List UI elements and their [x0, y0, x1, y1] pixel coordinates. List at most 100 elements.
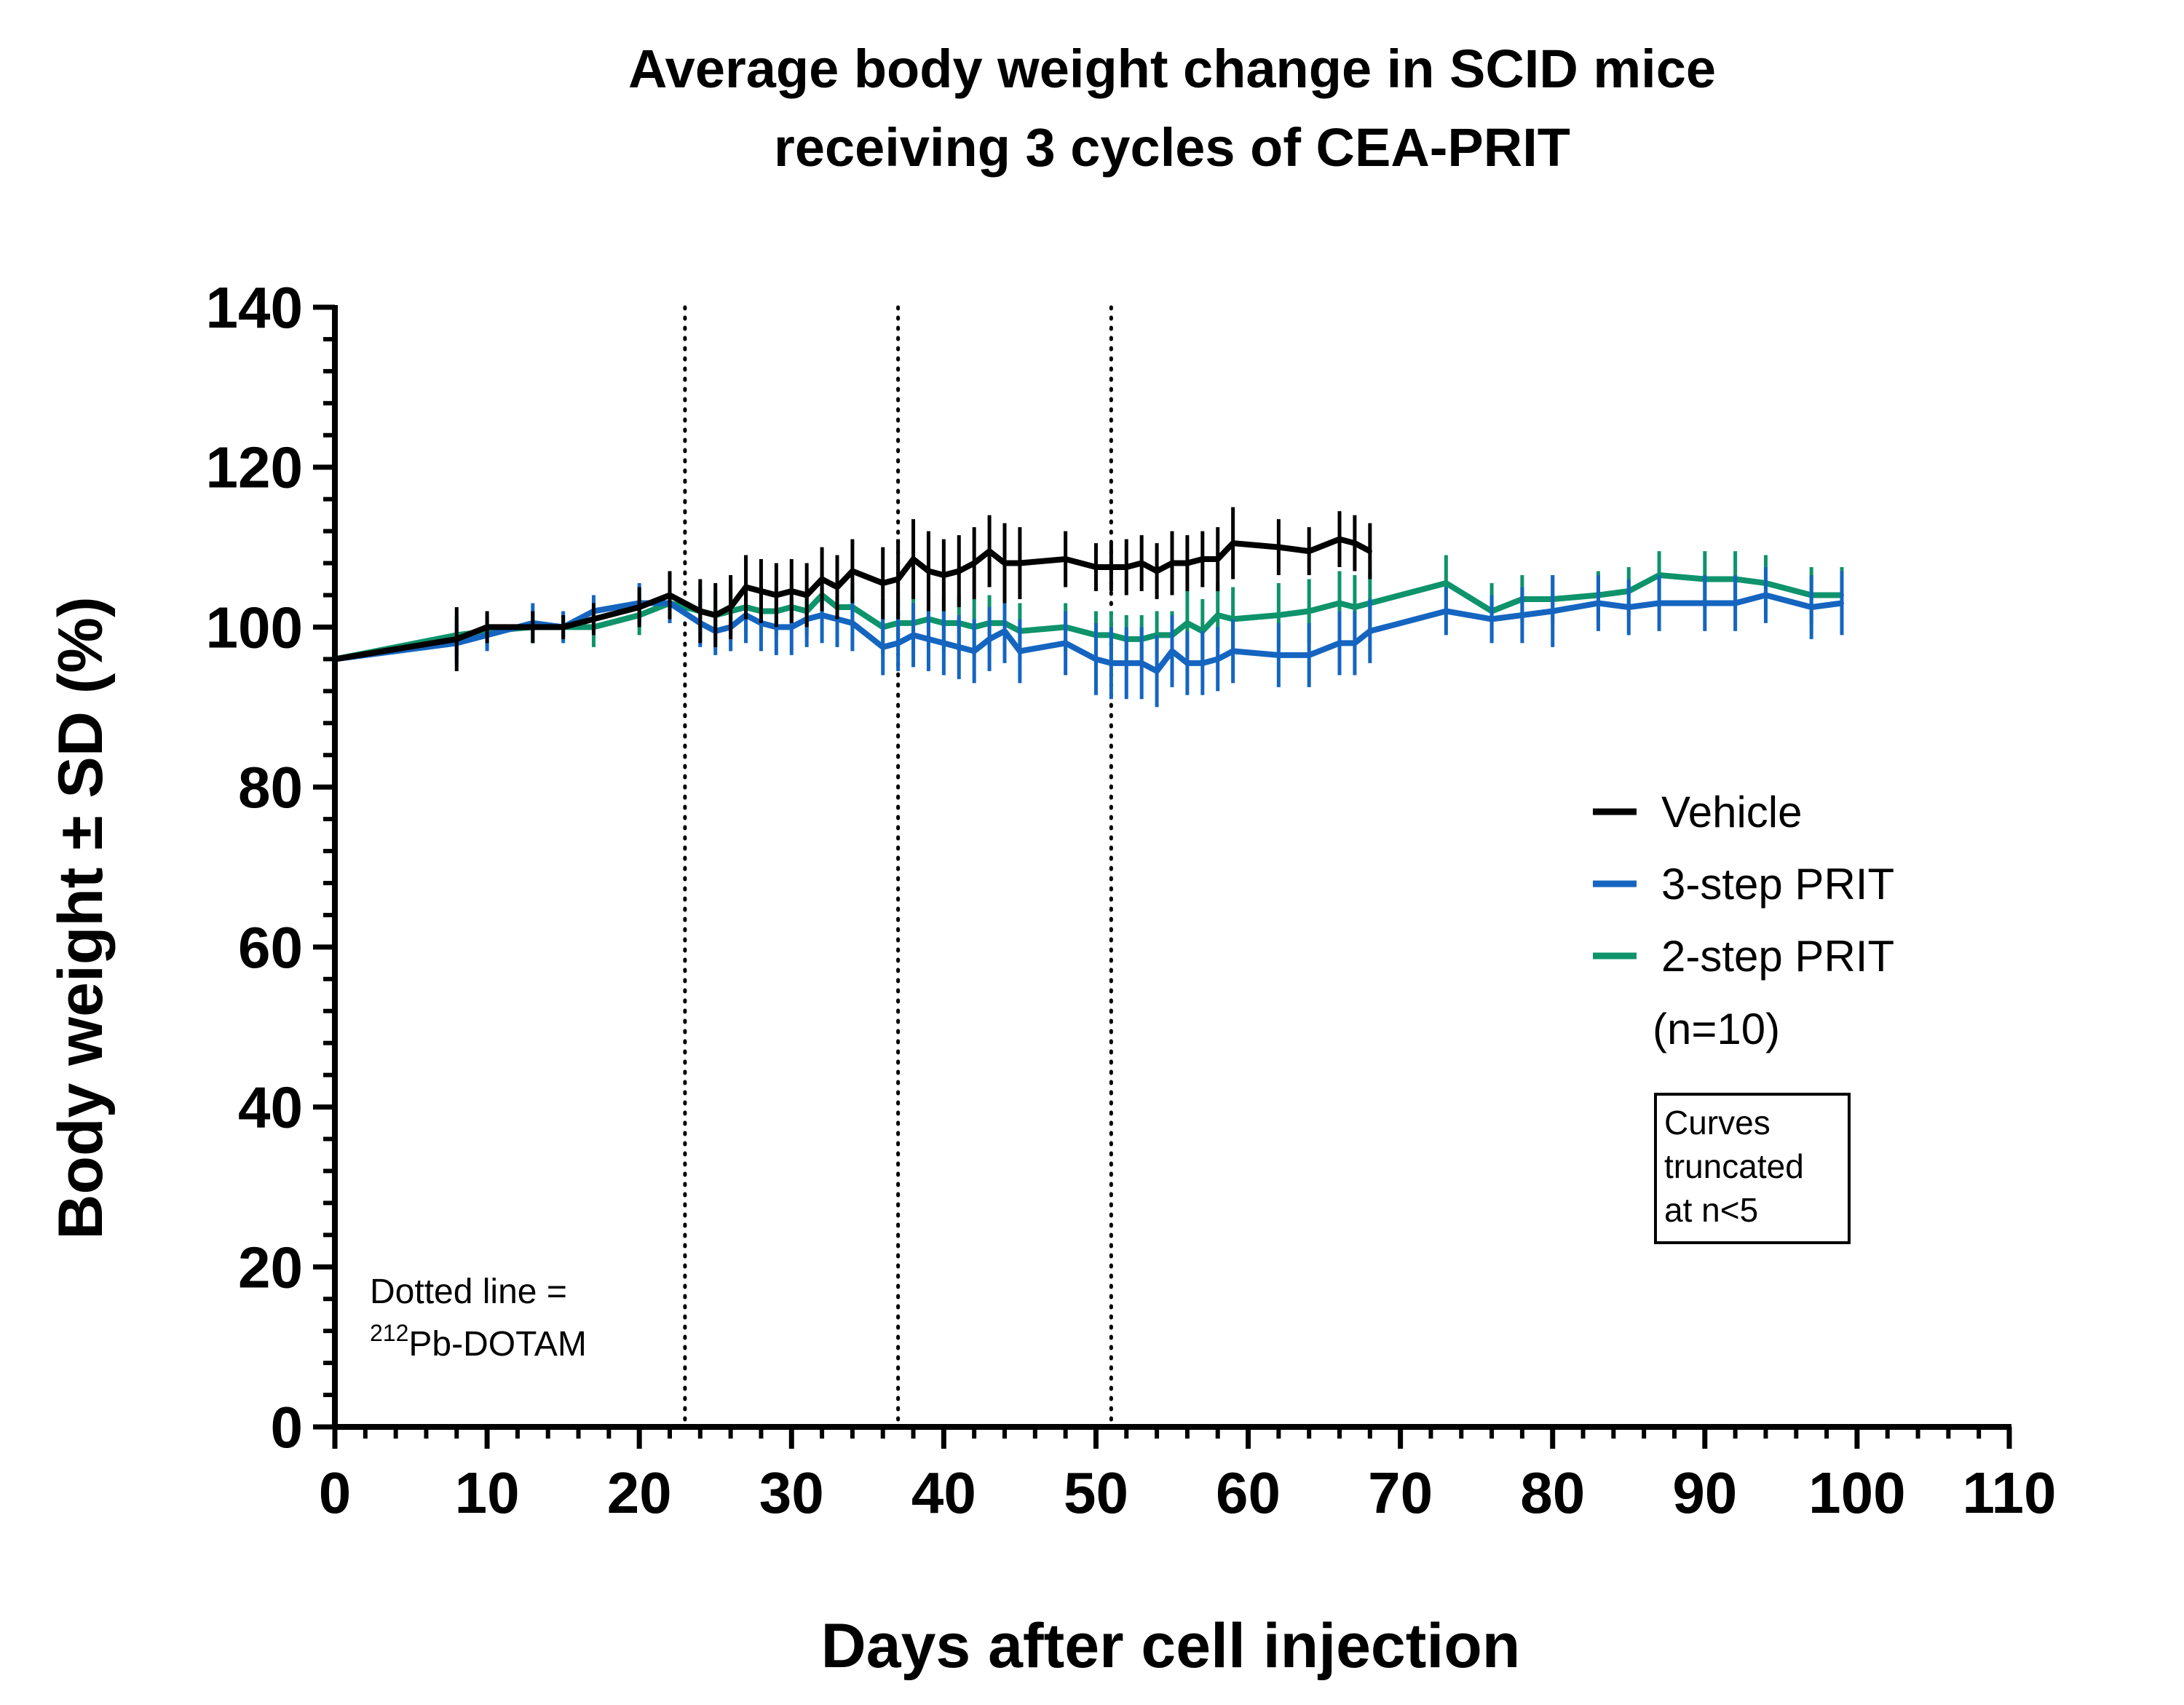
x-tick-label-0: 0 — [319, 1460, 352, 1525]
data-point — [895, 641, 901, 646]
x-tick-label-30: 30 — [759, 1460, 824, 1525]
legend-label-vehicle: Vehicle — [1661, 788, 1802, 836]
y-tick-label-0: 0 — [271, 1395, 304, 1460]
data-point — [1550, 609, 1555, 614]
data-point — [1702, 601, 1707, 606]
data-point — [1017, 561, 1022, 566]
data-point — [850, 620, 855, 625]
data-point — [591, 617, 596, 622]
legend-n-note: (n=10) — [1653, 1005, 1780, 1053]
x-tick-label-60: 60 — [1216, 1460, 1281, 1525]
y-tick-label-120: 120 — [206, 435, 303, 500]
data-point — [957, 644, 962, 649]
data-point — [1124, 660, 1129, 665]
y-axis-title: Body weight ± SD (%) — [46, 596, 116, 1239]
data-point — [774, 593, 779, 598]
data-point — [972, 561, 977, 566]
data-point — [1596, 601, 1601, 606]
data-point — [1489, 617, 1495, 622]
data-point — [561, 625, 566, 630]
data-point — [333, 657, 337, 662]
truncation-note-line-1: Curves — [1664, 1104, 1770, 1142]
y-tick-label-140: 140 — [206, 275, 303, 340]
axes — [332, 305, 2011, 1430]
data-point — [1139, 561, 1144, 566]
data-point — [957, 569, 962, 574]
x-tick-label-100: 100 — [1808, 1460, 1905, 1525]
data-point — [880, 581, 885, 586]
data-point — [850, 569, 855, 574]
y-tick-label-100: 100 — [206, 595, 303, 660]
data-point — [880, 644, 885, 649]
data-point — [1155, 668, 1160, 673]
data-point — [1230, 541, 1235, 546]
data-point — [1215, 657, 1220, 662]
data-point — [804, 593, 810, 598]
data-point — [1840, 601, 1844, 606]
y-tick-label-80: 80 — [238, 755, 303, 820]
data-point — [789, 588, 794, 593]
data-point — [1230, 649, 1235, 654]
data-point — [1276, 545, 1281, 550]
data-point — [1002, 561, 1007, 566]
data-point — [759, 588, 764, 593]
data-point — [1367, 628, 1372, 633]
data-point — [1307, 609, 1312, 614]
legend-label-2-step-prit: 2-step PRIT — [1661, 932, 1894, 981]
y-axis-ticks: 0 20 40 60 80 100 120 140 — [206, 275, 335, 1460]
data-point — [1352, 541, 1357, 546]
x-tick-label-90: 90 — [1672, 1460, 1737, 1525]
data-point — [1017, 649, 1022, 654]
x-tick-label-20: 20 — [607, 1460, 672, 1525]
legend: Vehicle 3-step PRIT 2-step PRIT (n=10) — [1593, 788, 1894, 1053]
data-point — [820, 612, 825, 617]
data-point — [1657, 601, 1662, 606]
truncation-note-box: Curves truncated at n<5 — [1654, 1093, 1851, 1244]
truncation-note-line-3: at n<5 — [1664, 1191, 1758, 1229]
data-point — [697, 609, 703, 614]
x-tick-label-40: 40 — [911, 1460, 976, 1525]
data-point — [1109, 660, 1114, 665]
data-point — [1139, 660, 1144, 665]
series-line-2-step-prit — [334, 572, 1842, 662]
data-point — [1002, 628, 1007, 633]
data-point — [728, 604, 733, 609]
dotted-note-line-1: Dotted line = — [370, 1273, 567, 1311]
data-point — [1170, 561, 1174, 566]
data-point — [1809, 604, 1814, 609]
data-point — [1763, 593, 1768, 598]
data-point — [1519, 612, 1524, 617]
x-tick-label-80: 80 — [1520, 1460, 1585, 1525]
x-axis-ticks: 0 10 20 30 40 50 60 70 80 90 100 110 — [319, 1427, 2057, 1525]
dotted-line-note: Dotted line = 212Pb-DOTAM — [370, 1273, 587, 1364]
data-point — [530, 625, 535, 630]
data-point — [1352, 604, 1357, 609]
x-tick-label-50: 50 — [1064, 1460, 1128, 1525]
data-point — [911, 557, 916, 562]
data-point — [637, 604, 642, 609]
data-point — [941, 641, 946, 646]
x-axis-title: Days after cell injection — [821, 1611, 1521, 1681]
data-point — [1170, 649, 1174, 654]
data-point — [911, 633, 916, 638]
data-point — [926, 569, 931, 574]
x-tick-label-70: 70 — [1368, 1460, 1433, 1525]
data-point — [820, 577, 825, 582]
x-tick-label-110: 110 — [1962, 1460, 2056, 1525]
data-point — [1444, 581, 1449, 586]
dotted-note-isotope: Pb-DOTAM — [408, 1325, 586, 1364]
data-point — [1307, 549, 1312, 554]
chart-title-line-1: Average body weight change in SCID mice — [628, 39, 1716, 99]
data-point — [789, 625, 794, 630]
truncation-note-border — [1654, 1093, 1851, 1244]
y-tick-label-60: 60 — [238, 915, 303, 980]
data-point — [1367, 549, 1372, 554]
series-vehicle — [333, 507, 1372, 671]
data-point — [1733, 601, 1738, 606]
data-point — [1184, 561, 1190, 566]
series-layer — [333, 507, 1844, 708]
data-point — [987, 636, 992, 641]
y-tick-label-40: 40 — [238, 1075, 303, 1140]
data-point — [1109, 565, 1114, 570]
